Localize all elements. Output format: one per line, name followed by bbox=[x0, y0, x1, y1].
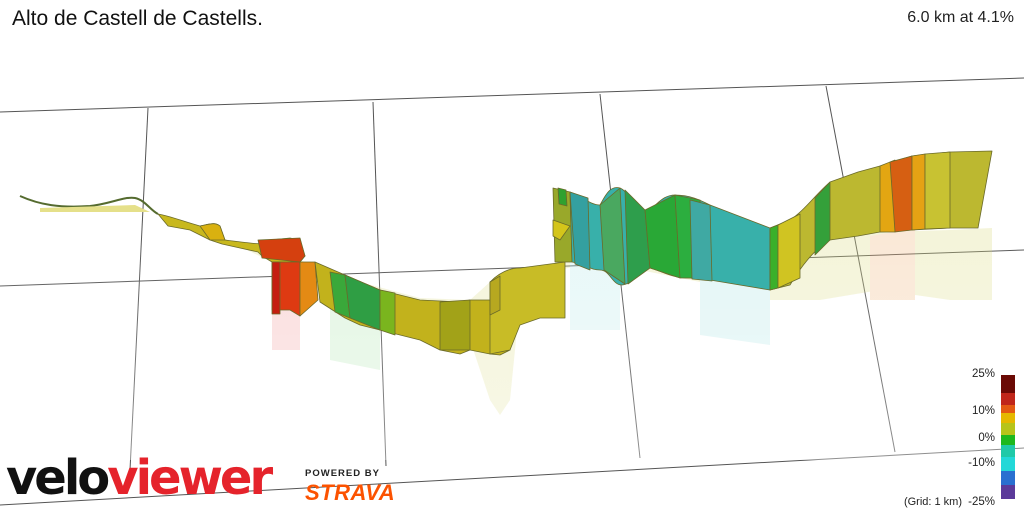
powered-by-label: POWERED BY bbox=[305, 468, 380, 479]
legend-label-minus10: -10% bbox=[968, 457, 995, 469]
logo-velo-text: velo bbox=[6, 450, 110, 506]
legend-label-10: 10% bbox=[971, 405, 995, 417]
veloviewer-logo[interactable]: veloviewer POWERED BY STRAVA bbox=[6, 450, 426, 510]
gradient-legend-bar bbox=[1001, 375, 1015, 499]
strava-logo[interactable]: STRAVA bbox=[305, 480, 396, 505]
legend-label-max: 25% bbox=[971, 368, 995, 380]
distance-gradient-summary: 6.0 km at 4.1% bbox=[907, 9, 1014, 26]
route-ribbon bbox=[19, 150, 993, 356]
legend-label-min: -25% bbox=[968, 496, 995, 508]
legend-label-0: 0% bbox=[978, 432, 995, 444]
route-title: Alto de Castell de Castells. bbox=[12, 7, 263, 30]
logo-viewer-text: viewer bbox=[107, 450, 273, 506]
grid-scale-note: (Grid: 1 km) bbox=[903, 496, 962, 508]
